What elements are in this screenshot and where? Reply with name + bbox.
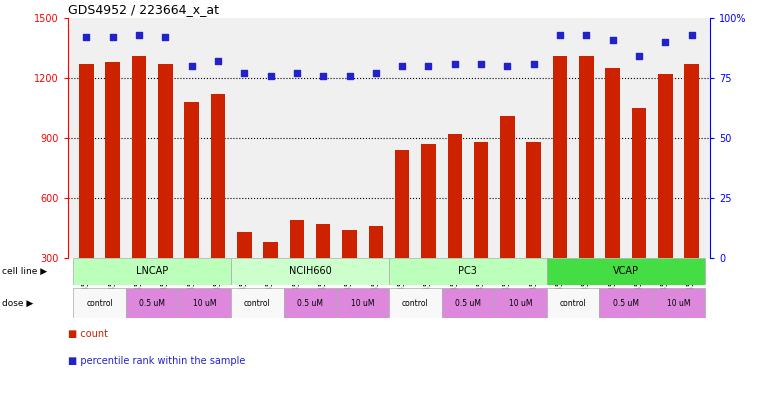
Bar [422,144,436,258]
Bar [684,64,699,258]
Text: control: control [560,299,587,307]
Text: 0.5 uM: 0.5 uM [455,299,481,307]
Point [659,39,671,45]
Bar [606,68,620,258]
Text: NCIH660: NCIH660 [288,266,332,277]
Point [686,32,698,38]
Text: 10 uM: 10 uM [509,299,532,307]
Bar [547,258,705,285]
Bar [79,64,94,258]
Text: control: control [402,299,428,307]
Bar [106,62,120,258]
Point [501,63,514,69]
Text: 0.5 uM: 0.5 uM [613,299,638,307]
Bar [237,232,252,258]
Bar [632,108,646,258]
Text: GDS4952 / 223664_x_at: GDS4952 / 223664_x_at [68,3,219,16]
Bar [368,226,383,258]
Point [370,70,382,76]
Bar [600,288,652,318]
Point [633,53,645,60]
Point [422,63,435,69]
Bar [389,258,547,285]
Bar [474,142,489,258]
Point [133,32,145,38]
Bar [552,56,567,258]
Bar [658,74,673,258]
Point [212,58,224,64]
Point [107,34,119,40]
Text: ■ percentile rank within the sample: ■ percentile rank within the sample [68,356,245,366]
Bar [527,142,541,258]
Bar [158,64,173,258]
Point [317,72,330,79]
Text: 10 uM: 10 uM [193,299,217,307]
Text: LNCAP: LNCAP [136,266,168,277]
Point [527,61,540,67]
Bar [73,288,126,318]
Bar [73,258,231,285]
Text: 10 uM: 10 uM [667,299,690,307]
Text: PC3: PC3 [458,266,477,277]
Bar [389,288,441,318]
Point [396,63,408,69]
Bar [547,288,600,318]
Text: ■ count: ■ count [68,329,108,339]
Bar [494,288,547,318]
Point [186,63,198,69]
Point [291,70,303,76]
Point [449,61,461,67]
Bar [126,288,179,318]
Bar [231,258,389,285]
Bar [290,220,304,258]
Bar [179,288,231,318]
Point [580,32,592,38]
Point [475,61,487,67]
Bar [342,230,357,258]
Point [238,70,250,76]
Bar [184,102,199,258]
Point [607,37,619,43]
Point [81,34,93,40]
Point [554,32,566,38]
Text: control: control [244,299,271,307]
Point [265,72,277,79]
Bar [441,288,494,318]
Text: 10 uM: 10 uM [351,299,374,307]
Bar [316,224,330,258]
Point [343,72,355,79]
Bar [132,56,146,258]
Bar [500,116,514,258]
Text: control: control [86,299,113,307]
Text: cell line ▶: cell line ▶ [2,267,47,276]
Bar [652,288,705,318]
Text: VCAP: VCAP [613,266,638,277]
Point [159,34,171,40]
Text: 0.5 uM: 0.5 uM [297,299,323,307]
Bar [336,288,389,318]
Bar [231,288,284,318]
Text: 0.5 uM: 0.5 uM [139,299,165,307]
Bar [263,242,278,258]
Bar [211,94,225,258]
Bar [284,288,336,318]
Bar [447,134,462,258]
Text: dose ▶: dose ▶ [2,299,33,307]
Bar [579,56,594,258]
Bar [395,150,409,258]
